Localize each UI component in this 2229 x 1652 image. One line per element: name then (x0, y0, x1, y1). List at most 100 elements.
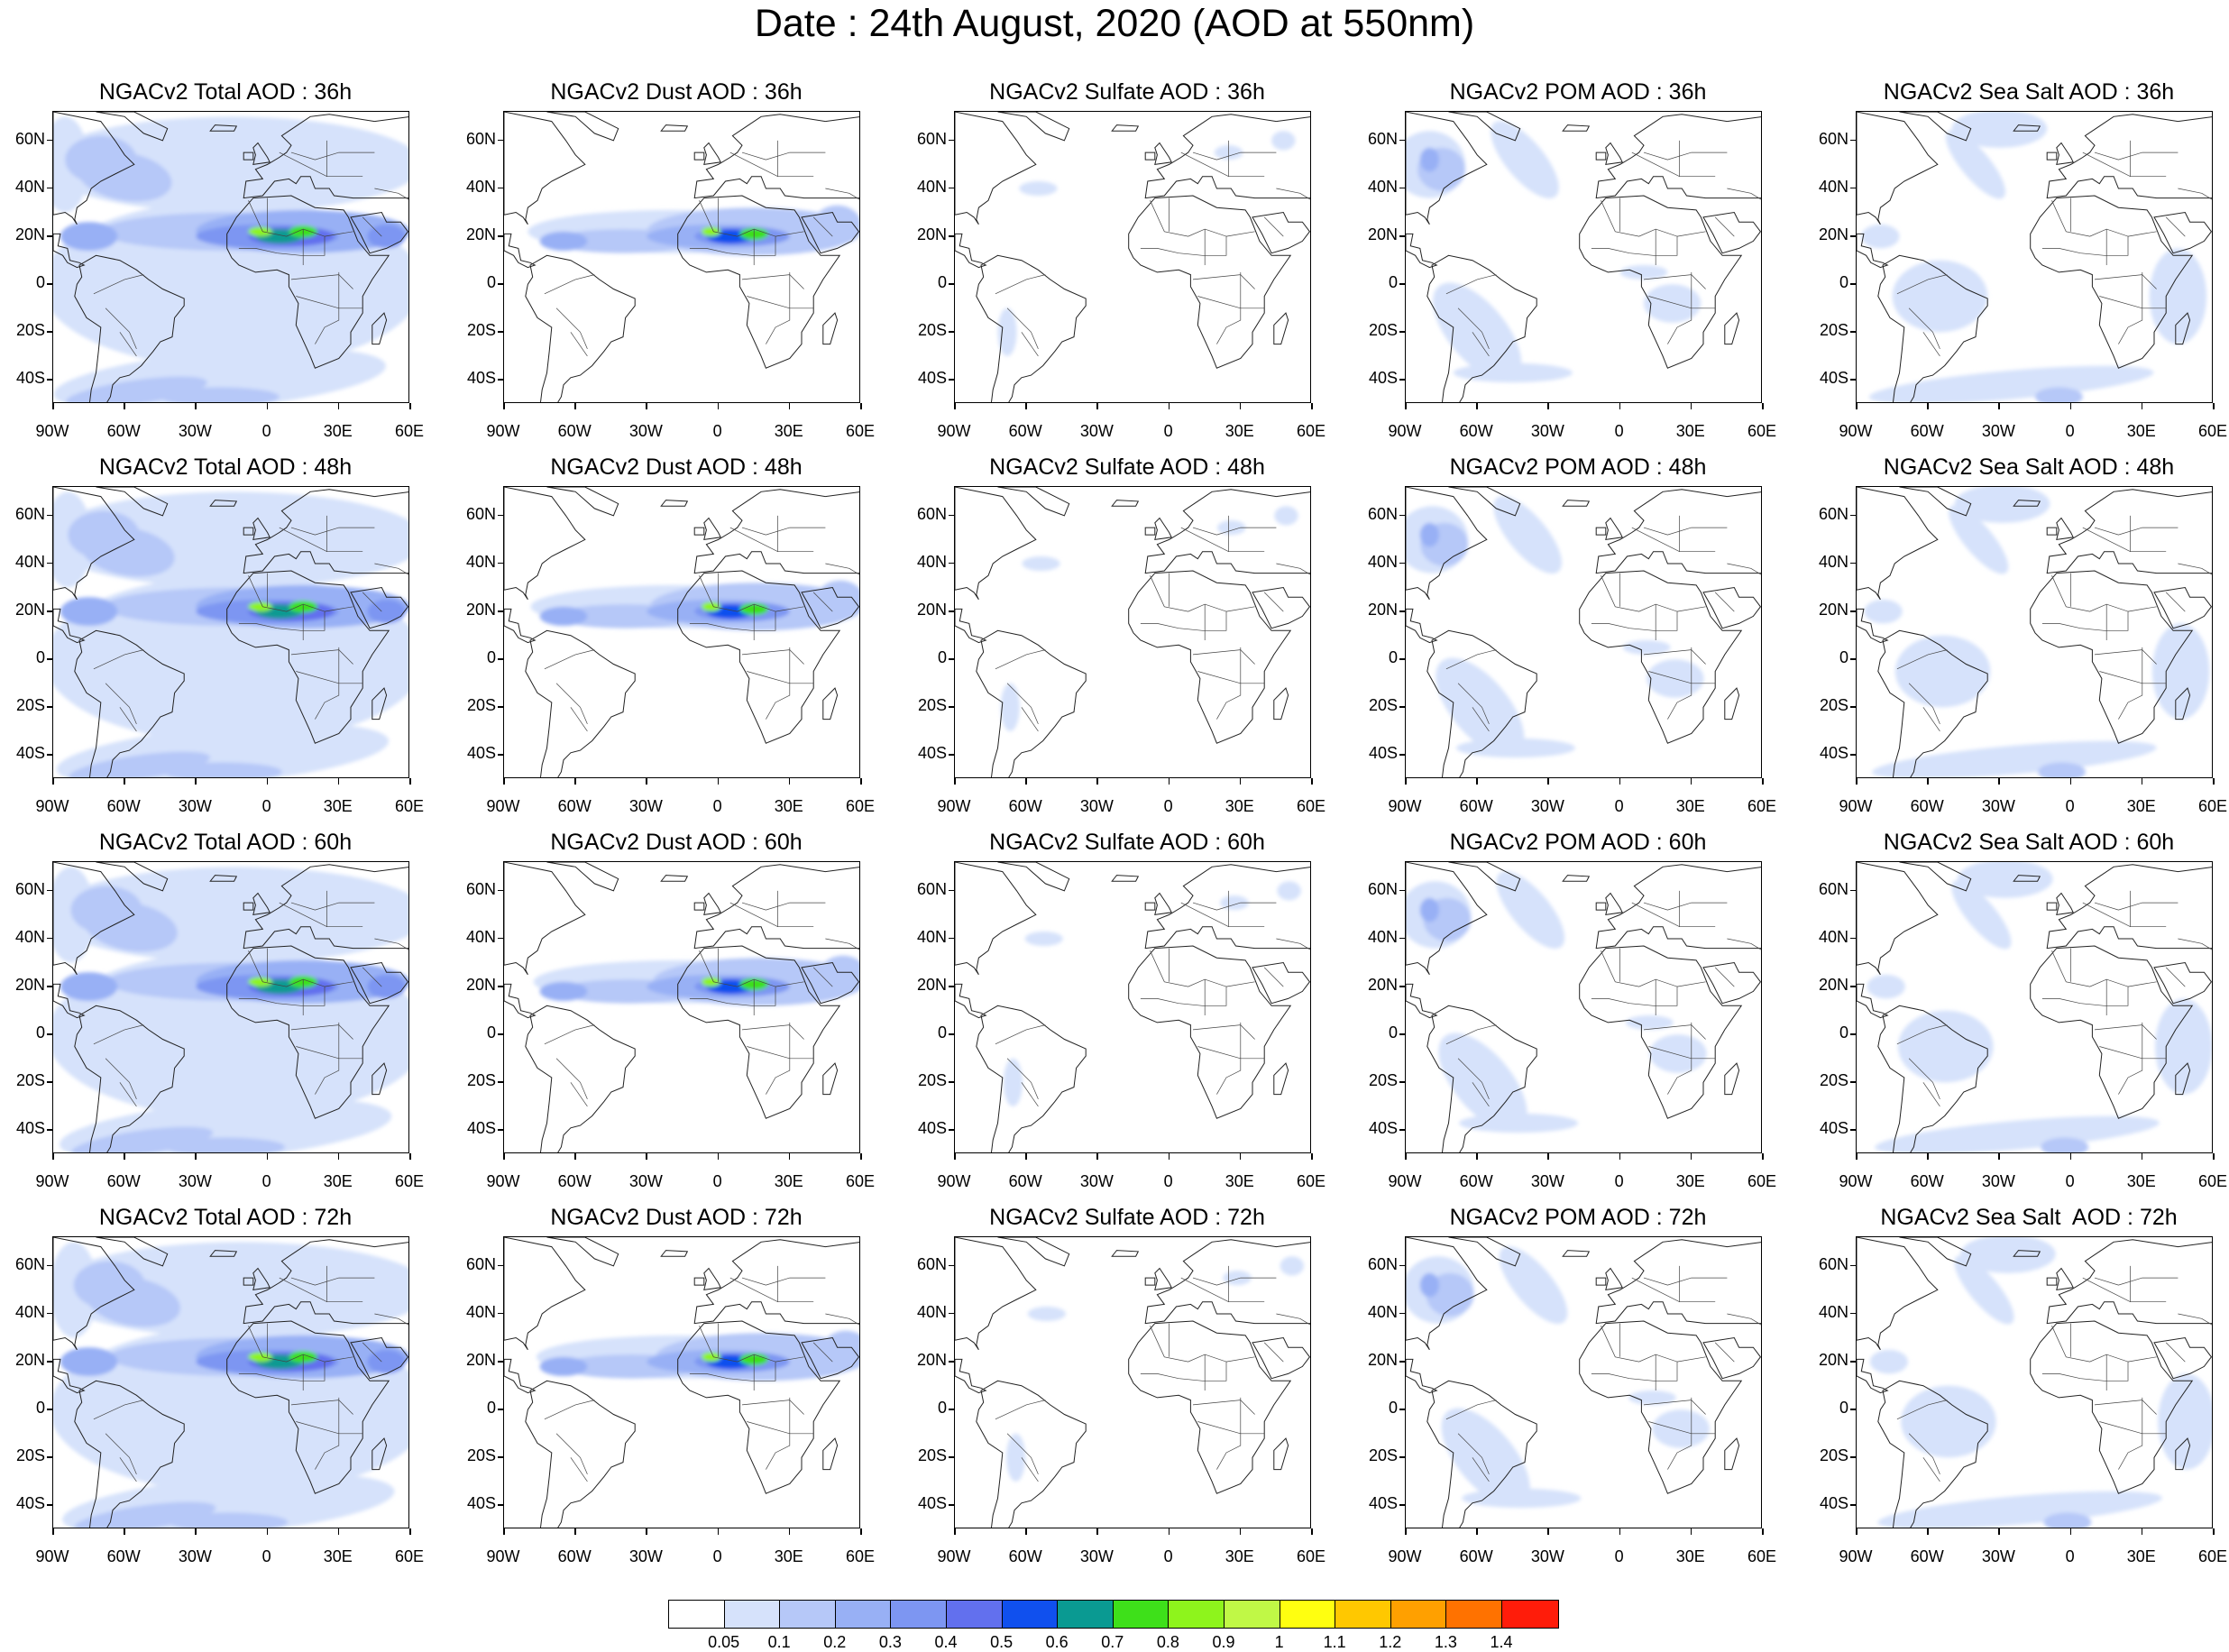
coastline (693, 151, 705, 161)
coastline (2175, 687, 2191, 720)
lon-tick-label: 0 (1163, 1547, 1173, 1565)
coastline (1273, 1437, 1289, 1471)
country-border (1648, 1046, 1716, 1060)
lon-tick (788, 1528, 791, 1535)
coastline (2013, 1250, 2041, 1257)
aod-region (1419, 1272, 1439, 1298)
aod-field (53, 487, 408, 777)
coastline (1595, 1277, 1607, 1286)
lat-tick (949, 706, 954, 708)
coastline (677, 945, 841, 1119)
lon-tick-label: 0 (712, 1547, 722, 1565)
country-border (570, 707, 588, 732)
lon-tick (1927, 778, 1929, 785)
lat-tick (1850, 1361, 1856, 1363)
country-border (2041, 200, 2129, 256)
map-panel-dust-48h: NGACv2 Dust AOD : 48h 60N 40N 20N 0 20S 40S 90W… (451, 454, 902, 824)
lat-tick (1850, 754, 1856, 756)
country-border (1457, 307, 1490, 350)
country-border (1922, 1457, 1940, 1482)
country-border (296, 1046, 363, 1060)
lat-tick (47, 658, 52, 660)
lon-tick-label: 30W (628, 1547, 663, 1565)
aod-region (816, 580, 859, 620)
lon-tick-label: 90W (35, 1547, 69, 1565)
country-border (2041, 950, 2129, 1006)
lat-tick-label: 40S (15, 744, 45, 763)
lat-tick (1399, 1456, 1405, 1458)
lon-tick-label: 0 (261, 1547, 271, 1565)
coastline (2153, 961, 2212, 1005)
lat-tick-label: 40S (917, 1494, 947, 1513)
country-border (1908, 1058, 1940, 1100)
lat-tick-label: 40N (1367, 552, 1398, 571)
coastline (504, 608, 537, 644)
country-border (747, 671, 814, 684)
lon-tick (1168, 778, 1170, 785)
coastline (1579, 195, 1743, 369)
lon-tick (195, 778, 197, 785)
coastline (1702, 586, 1761, 629)
aod-region (77, 151, 172, 202)
lat-tick-label: 20S (15, 1071, 45, 1090)
lon-tick (52, 403, 54, 409)
country-border (2178, 938, 2212, 950)
country-border (1676, 231, 1706, 237)
lat-tick (949, 610, 954, 612)
country-border (2165, 216, 2186, 237)
country-border (741, 1400, 804, 1415)
aod-region (702, 977, 721, 987)
aod-region (1954, 487, 2050, 523)
map-area (503, 1236, 860, 1528)
lon-tick (574, 403, 576, 409)
coastline (243, 1239, 408, 1325)
lon-tick (646, 403, 647, 409)
lon-tick (1690, 778, 1692, 785)
lon-tick-label: 60W (106, 422, 141, 440)
lon-tick (1096, 778, 1098, 785)
lon-tick (1927, 1153, 1929, 1160)
country-border (1457, 683, 1490, 725)
lon-tick-label: 30E (774, 1547, 803, 1565)
lat-tick-label: 60N (916, 879, 947, 898)
coastline (1877, 629, 1988, 777)
lon-tick-label: 30E (1675, 1172, 1705, 1190)
lon-tick (266, 778, 269, 785)
lon-tick-label: 90W (1388, 1547, 1422, 1565)
aod-region (2035, 387, 2083, 402)
lon-tick (1096, 1528, 1098, 1535)
lon-tick-label: 30E (2126, 1172, 2156, 1190)
lat-tick (1399, 1409, 1405, 1410)
lat-tick (47, 283, 52, 285)
lat-tick (949, 139, 954, 142)
lon-tick (1690, 1528, 1692, 1535)
lat-tick-label: 20S (466, 1446, 496, 1465)
lat-tick (498, 986, 503, 987)
map-area (1856, 1236, 2213, 1528)
lon-tick-label: 60W (1459, 797, 1493, 815)
coastline (2013, 124, 2041, 132)
lat-tick (498, 658, 503, 660)
lat-tick-label: 0 (35, 273, 45, 292)
map-area (503, 111, 860, 403)
lon-tick (860, 1528, 862, 1535)
country-border (555, 683, 588, 725)
lat-tick-label: 40N (1367, 177, 1398, 196)
lat-tick (498, 889, 503, 892)
country-border (729, 151, 814, 178)
aod-region (1223, 1271, 1252, 1286)
coastline (2046, 489, 2212, 574)
colorbar-swatch (1335, 1601, 1391, 1628)
coastline (660, 1250, 689, 1257)
lat-tick (949, 379, 954, 381)
aod-region (169, 1512, 289, 1528)
coastline (350, 1336, 408, 1380)
coastline (1595, 1239, 1761, 1325)
lon-tick-label: 30W (1079, 1172, 1114, 1190)
map-panel-total-48h: NGACv2 Total AOD : 48h 60N 40N 20N 0 20S 40S 90… (0, 454, 451, 824)
coastline (1144, 151, 1156, 161)
country-border (2082, 902, 2167, 928)
lon-tick-label: 60W (557, 797, 592, 815)
aod-region (1960, 1237, 2056, 1273)
lat-tick (1850, 1312, 1856, 1315)
